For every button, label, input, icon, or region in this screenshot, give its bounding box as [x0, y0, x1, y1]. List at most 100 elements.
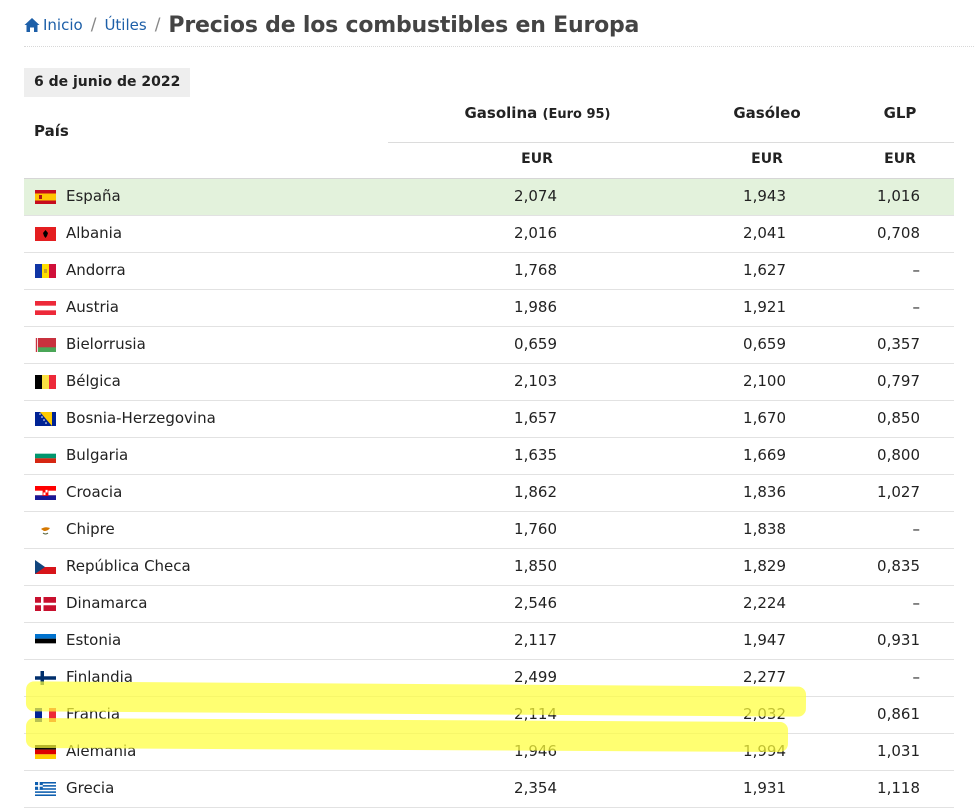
diesel-price: 0,659	[743, 335, 786, 353]
country-name: Croacia	[66, 483, 123, 501]
table-row: Grecia 2,354 1,931 1,118	[24, 771, 954, 808]
table-row: Bélgica 2,103 2,100 0,797	[24, 364, 954, 401]
unit-glp: EUR	[884, 151, 916, 167]
country-name: Finlandia	[66, 668, 133, 686]
flag-cz-icon	[35, 560, 56, 574]
flag-ba-icon	[35, 412, 56, 426]
unit-diesel: EUR	[751, 151, 783, 167]
country-name: Grecia	[66, 779, 115, 797]
gasoline-price: 1,946	[514, 742, 557, 760]
flag-bg-icon	[35, 449, 56, 463]
unit-gasoline: EUR	[521, 151, 553, 167]
country-name: Albania	[66, 224, 123, 242]
table-row: Bosnia-Herzegovina 1,657 1,670 0,850	[24, 401, 954, 438]
diesel-price: 1,829	[743, 557, 786, 575]
table-row: España 2,074 1,943 1,016	[24, 179, 954, 216]
gasoline-price: 1,862	[514, 483, 557, 501]
diesel-price: 1,836	[743, 483, 786, 501]
diesel-price: 1,921	[743, 298, 786, 316]
gasoline-price: 2,354	[514, 779, 557, 797]
flag-by-icon	[35, 338, 56, 352]
flag-cy-icon	[35, 523, 56, 537]
breadcrumb-separator: /	[154, 15, 161, 35]
diesel-price: 2,032	[743, 705, 786, 723]
home-icon[interactable]	[24, 17, 40, 33]
table-row: Austria 1,986 1,921 –	[24, 290, 954, 327]
glp-price: 0,931	[877, 631, 920, 649]
diesel-price: 1,627	[743, 261, 786, 279]
header-country: País	[34, 122, 69, 140]
glp-price: 0,861	[877, 705, 920, 723]
gasoline-price: 2,114	[514, 705, 557, 723]
flag-gr-icon	[35, 782, 56, 796]
diesel-price: 1,943	[743, 187, 786, 205]
table-row: Andorra 1,768 1,627 –	[24, 253, 954, 290]
country-name: Bulgaria	[66, 446, 129, 464]
glp-price: 1,016	[877, 187, 920, 205]
gasoline-price: 1,657	[514, 409, 557, 427]
gasoline-price: 1,760	[514, 520, 557, 538]
country-name: Dinamarca	[66, 594, 148, 612]
diesel-price: 2,277	[743, 668, 786, 686]
gasoline-price: 2,016	[514, 224, 557, 242]
flag-es-icon	[35, 190, 56, 204]
header-divider	[388, 142, 954, 143]
breadcrumb-section-link[interactable]: Útiles	[104, 16, 147, 34]
glp-price: 1,027	[877, 483, 920, 501]
glp-price: 0,800	[877, 446, 920, 464]
table-row: Finlandia 2,499 2,277 –	[24, 660, 954, 697]
diesel-price: 1,931	[743, 779, 786, 797]
flag-fr-icon	[35, 708, 56, 722]
table-row: Dinamarca 2,546 2,224 –	[24, 586, 954, 623]
diesel-price: 2,100	[743, 372, 786, 390]
country-name: Bélgica	[66, 372, 121, 390]
glp-price: 0,797	[877, 372, 920, 390]
gasoline-price: 2,499	[514, 668, 557, 686]
country-name: Chipre	[66, 520, 115, 538]
gasoline-price: 0,659	[514, 335, 557, 353]
glp-price: –	[912, 261, 921, 279]
country-name: Bosnia-Herzegovina	[66, 409, 216, 427]
flag-ee-icon	[35, 634, 56, 648]
glp-price: –	[912, 520, 921, 538]
table-row: Croacia 1,862 1,836 1,027	[24, 475, 954, 512]
diesel-price: 1,670	[743, 409, 786, 427]
gasoline-price: 2,103	[514, 372, 557, 390]
glp-price: 0,850	[877, 409, 920, 427]
gasoline-price: 1,635	[514, 446, 557, 464]
country-name: Austria	[66, 298, 119, 316]
header-gasoline-note: (Euro 95)	[542, 107, 611, 122]
table-row: República Checa 1,850 1,829 0,835	[24, 549, 954, 586]
gasoline-price: 2,074	[514, 187, 557, 205]
glp-price: 1,118	[877, 779, 920, 797]
glp-price: 0,708	[877, 224, 920, 242]
glp-price: –	[912, 668, 921, 686]
glp-price: 0,835	[877, 557, 920, 575]
table-row: Alemania 1,946 1,994 1,031	[24, 734, 954, 771]
glp-price: 0,357	[877, 335, 920, 353]
breadcrumb-separator: /	[90, 15, 97, 35]
gasoline-price: 2,546	[514, 594, 557, 612]
page-title: Precios de los combustibles en Europa	[168, 12, 640, 38]
flag-at-icon	[35, 301, 56, 315]
table-row: Bulgaria 1,635 1,669 0,800	[24, 438, 954, 475]
country-name: Andorra	[66, 261, 126, 279]
table-row: Albania 2,016 2,041 0,708	[24, 216, 954, 253]
glp-price: –	[912, 594, 921, 612]
table-row: Bielorrusia 0,659 0,659 0,357	[24, 327, 954, 364]
flag-de-icon	[35, 745, 56, 759]
flag-be-icon	[35, 375, 56, 389]
diesel-price: 1,838	[743, 520, 786, 538]
breadcrumb-home-link[interactable]: Inicio	[43, 16, 83, 34]
breadcrumb: Inicio / Útiles / Precios de los combust…	[24, 10, 639, 40]
price-table-body: España 2,074 1,943 1,016 Albania 2,016 2,041 0,…	[24, 179, 954, 808]
gasoline-price: 1,986	[514, 298, 557, 316]
gasoline-price: 2,117	[514, 631, 557, 649]
diesel-price: 1,994	[743, 742, 786, 760]
country-name: Estonia	[66, 631, 122, 649]
diesel-price: 2,224	[743, 594, 786, 612]
divider	[24, 46, 974, 47]
header-gasoline: Gasolina (Euro 95)	[440, 104, 635, 122]
gasoline-price: 1,768	[514, 261, 557, 279]
country-name: Alemania	[66, 742, 137, 760]
